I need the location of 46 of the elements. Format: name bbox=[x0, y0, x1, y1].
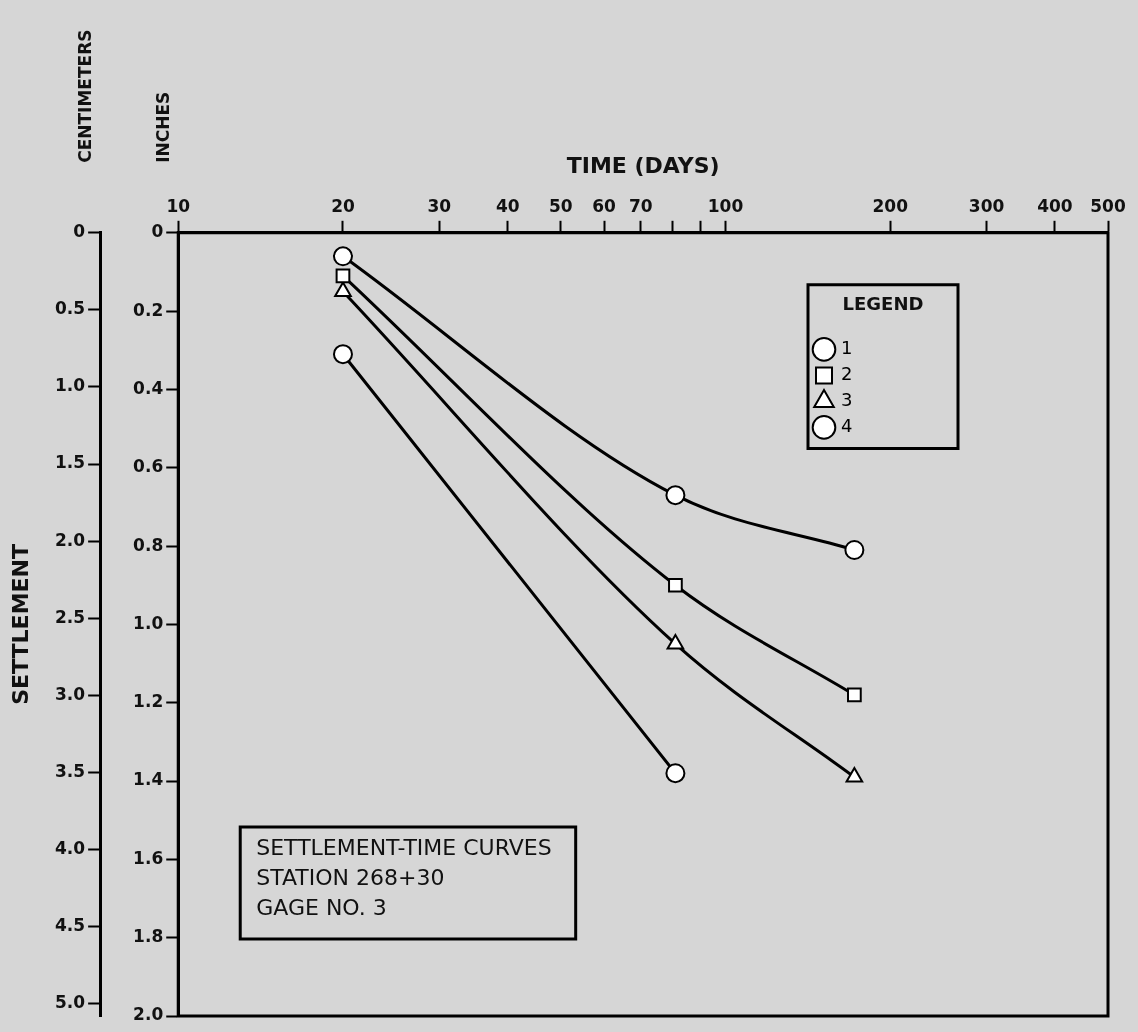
x-tick-label: 20 bbox=[331, 196, 355, 217]
x-tick-label: 400 bbox=[1037, 196, 1073, 217]
y2-axis-title: CENTIMETERS bbox=[74, 29, 95, 163]
y-tick-label: 0.2 bbox=[133, 299, 164, 320]
y-tick-label: 1.0 bbox=[133, 612, 164, 633]
y2-tick-label: 3.5 bbox=[54, 760, 86, 781]
legend-title: LEGEND bbox=[842, 293, 924, 315]
text: SETTLEMENT bbox=[7, 544, 33, 705]
y2-tick-label: 0.5 bbox=[54, 298, 86, 319]
y2-tick-label: 1.0 bbox=[54, 375, 86, 396]
legend-label: 2 bbox=[841, 363, 853, 385]
y2-tick-label: 4.0 bbox=[54, 837, 86, 858]
y-tick-label: 1.6 bbox=[133, 847, 164, 868]
y2-tick-label: 1.5 bbox=[54, 452, 86, 473]
legend-label: 4 bbox=[841, 415, 853, 437]
x-tick-label: 70 bbox=[628, 196, 653, 217]
annotation: STATION 268+30 bbox=[256, 864, 445, 890]
x-tick-label: 10 bbox=[166, 196, 191, 217]
y2-tick-label: 3.0 bbox=[54, 683, 86, 704]
x-axis-title: TIME (DAYS) bbox=[566, 152, 720, 178]
y-axis-title: INCHES bbox=[152, 91, 173, 163]
x-tick-label: 60 bbox=[592, 196, 617, 217]
y-tick-label: 0.4 bbox=[133, 377, 164, 398]
y-tick-label: 1.2 bbox=[133, 691, 164, 712]
x-tick-label: 100 bbox=[707, 196, 744, 217]
x-tick-label: 30 bbox=[427, 196, 452, 217]
x-tick-label: 300 bbox=[968, 196, 1005, 217]
y2-tick-label: 2.5 bbox=[54, 606, 86, 627]
y2-tick-label: 4.5 bbox=[54, 915, 86, 935]
legend-label: 1 bbox=[841, 337, 853, 359]
y-tick-label: 0 bbox=[151, 221, 164, 242]
y2-tick-label: 5.0 bbox=[54, 992, 86, 1013]
annotation: GAGE NO. 3 bbox=[256, 894, 387, 920]
x-tick-label: 500 bbox=[1090, 196, 1126, 217]
y-tick-label: 0.8 bbox=[133, 534, 164, 555]
y2-tick-label: 0 bbox=[73, 221, 86, 242]
y-tick-label: 1.4 bbox=[133, 769, 164, 790]
annotation: SETTLEMENT-TIME CURVES bbox=[256, 834, 552, 860]
legend-label: 3 bbox=[841, 389, 853, 411]
y-tick-label: 1.8 bbox=[133, 926, 164, 947]
x-tick-label: 40 bbox=[495, 196, 520, 217]
x-tick-label: 200 bbox=[872, 196, 909, 217]
y-tick-label: 0.6 bbox=[133, 456, 164, 477]
x-tick-label: 50 bbox=[548, 196, 573, 217]
y2-tick-label: 2.0 bbox=[54, 529, 86, 550]
y-tick-label: 2.0 bbox=[133, 1004, 164, 1025]
